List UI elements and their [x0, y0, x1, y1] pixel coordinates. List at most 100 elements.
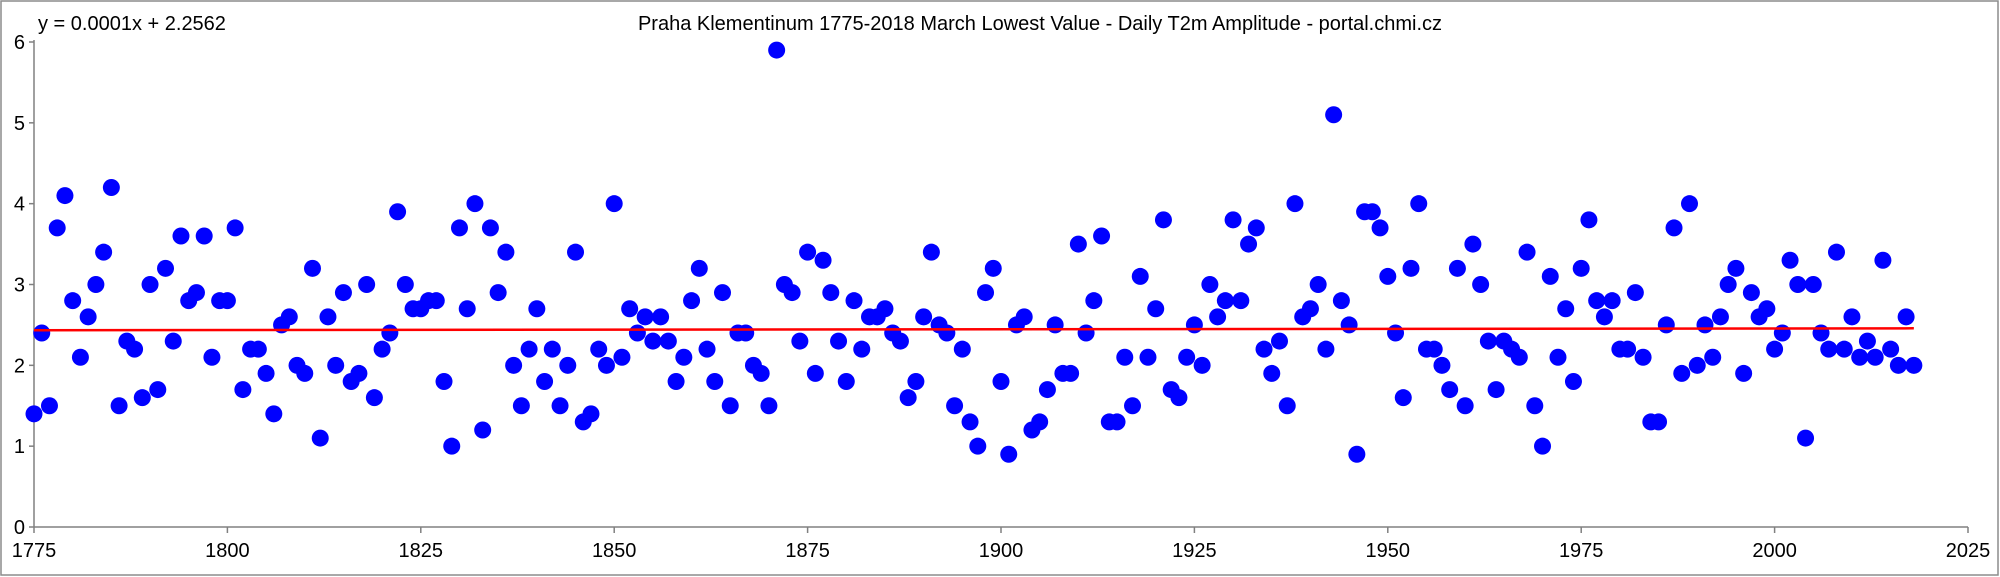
- data-point: [474, 421, 492, 439]
- data-point: [195, 227, 213, 245]
- data-point: [1773, 324, 1791, 342]
- data-point: [265, 405, 283, 423]
- data-point: [1889, 356, 1907, 374]
- data-point: [1781, 251, 1799, 269]
- data-point: [1069, 235, 1087, 253]
- data-point: [234, 381, 252, 399]
- data-point: [1363, 203, 1381, 221]
- data-point: [1031, 413, 1049, 431]
- data-point: [984, 259, 1002, 277]
- data-point: [1812, 324, 1830, 342]
- y-tick-label: 0: [14, 517, 25, 539]
- data-point: [1688, 356, 1706, 374]
- data-point: [1038, 381, 1056, 399]
- data-point: [48, 219, 66, 237]
- data-point: [249, 340, 267, 358]
- data-point: [1425, 340, 1443, 358]
- data-point: [791, 332, 809, 350]
- data-point: [1441, 381, 1459, 399]
- data-point: [1789, 276, 1807, 293]
- data-point: [1139, 348, 1157, 366]
- data-point: [1124, 397, 1142, 415]
- data-point: [64, 292, 82, 310]
- data-point: [1595, 308, 1613, 326]
- data-point: [1263, 364, 1281, 382]
- trend-line-group: [33, 327, 1914, 332]
- data-point: [79, 308, 97, 326]
- data-point: [1735, 364, 1753, 382]
- data-point: [1804, 276, 1822, 293]
- data-point: [1580, 211, 1598, 229]
- data-point: [319, 308, 337, 326]
- data-point: [1348, 445, 1366, 463]
- data-point: [605, 195, 623, 213]
- data-point: [737, 324, 755, 342]
- data-point: [752, 364, 770, 382]
- data-point: [922, 243, 940, 261]
- data-point: [597, 356, 615, 374]
- data-point: [1154, 211, 1172, 229]
- data-point: [56, 187, 74, 205]
- data-point: [621, 300, 639, 318]
- data-point: [814, 251, 832, 269]
- data-point: [172, 227, 190, 245]
- data-point: [799, 243, 817, 261]
- data-point: [1742, 284, 1760, 302]
- data-point: [381, 324, 399, 342]
- data-point: [845, 292, 863, 310]
- data-point: [164, 332, 182, 350]
- data-point: [1588, 292, 1606, 310]
- data-point: [1541, 267, 1559, 285]
- data-point: [1456, 397, 1474, 415]
- data-point: [1851, 348, 1869, 366]
- data-point: [497, 243, 515, 261]
- data-point: [1286, 195, 1304, 213]
- data-point: [1472, 276, 1490, 293]
- data-point: [334, 284, 352, 302]
- data-point: [1232, 292, 1250, 310]
- x-tick-label: 1900: [979, 540, 1024, 562]
- data-point: [133, 389, 151, 407]
- data-point: [559, 356, 577, 374]
- data-point: [296, 364, 314, 382]
- data-point: [303, 259, 321, 277]
- data-point: [1858, 332, 1876, 350]
- data-point: [1603, 292, 1621, 310]
- data-point: [1178, 348, 1196, 366]
- data-point: [768, 41, 786, 59]
- y-tick-label: 6: [14, 32, 25, 54]
- data-point: [71, 348, 89, 366]
- data-point: [1402, 259, 1420, 277]
- data-point: [1433, 356, 1451, 374]
- data-point: [1201, 276, 1219, 293]
- data-point: [373, 340, 391, 358]
- data-point: [110, 397, 128, 415]
- y-tick-label: 2: [14, 355, 25, 377]
- data-point: [760, 397, 778, 415]
- data-point: [1634, 348, 1652, 366]
- data-point: [1704, 348, 1722, 366]
- data-point: [1116, 348, 1134, 366]
- axes: 0 1 2 3 4 5 6 1775 1800 1825 1850 1875 1900 1925 1950 1…: [12, 32, 1991, 562]
- data-point: [1843, 308, 1861, 326]
- data-point: [1193, 356, 1211, 374]
- data-point: [613, 348, 631, 366]
- x-tick-label: 1925: [1172, 540, 1217, 562]
- data-point: [628, 324, 646, 342]
- data-point: [1464, 235, 1482, 253]
- data-point: [1170, 389, 1188, 407]
- data-point: [969, 437, 987, 455]
- y-tick-label: 4: [14, 194, 25, 216]
- data-point: [1085, 292, 1103, 310]
- data-point: [830, 332, 848, 350]
- data-point: [1410, 195, 1428, 213]
- data-point: [365, 389, 383, 407]
- data-point: [1093, 227, 1111, 245]
- data-point: [149, 381, 167, 399]
- data-point: [1696, 316, 1714, 334]
- data-point: [636, 308, 654, 326]
- data-point: [1247, 219, 1265, 237]
- x-tick-label: 1800: [205, 540, 250, 562]
- data-point: [1147, 300, 1165, 318]
